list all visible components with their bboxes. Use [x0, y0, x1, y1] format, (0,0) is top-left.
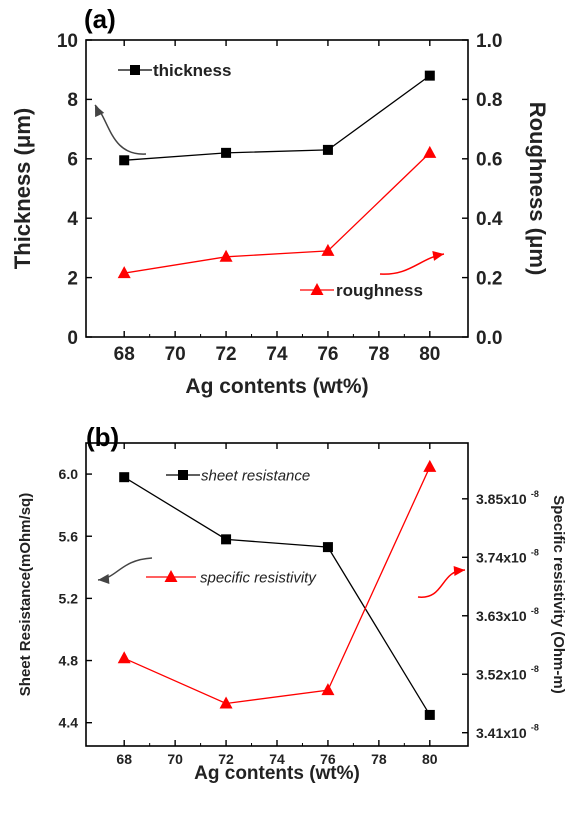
- legend-label: thickness: [153, 61, 231, 80]
- y-right-tick-label: 0.4: [476, 209, 503, 230]
- data-point-thickness: [119, 155, 130, 166]
- legend-label: specific resistivity: [200, 569, 317, 586]
- series-line-thickness: [124, 75, 431, 161]
- axis-pointer-arrowhead: [98, 574, 110, 585]
- data-point-specific-resistivity: [321, 683, 335, 696]
- data-point-sheet-resistance: [424, 709, 435, 720]
- x-tick-label: 74: [266, 344, 288, 365]
- legend-label: sheet resistance: [201, 467, 310, 484]
- x-tick-label: 72: [215, 344, 236, 365]
- legend-marker: [130, 65, 140, 75]
- panel-label: (a): [84, 4, 116, 34]
- x-tick-label: 68: [114, 344, 135, 365]
- y-left-tick-label: 4: [67, 209, 78, 230]
- x-tick-label: 78: [368, 344, 389, 365]
- y-left-tick-label: 0: [67, 328, 78, 349]
- y-left-tick-label: 10: [57, 31, 78, 52]
- y-left-tick-label: 4.8: [59, 653, 79, 669]
- y-left-tick-label: 2: [67, 268, 78, 289]
- series-line-sheet-resistance: [123, 476, 431, 716]
- legend-marker: [310, 283, 324, 295]
- y-left-tick-label: 6: [67, 150, 78, 171]
- x-tick-label: 68: [116, 751, 132, 767]
- x-tick-label: 74: [269, 751, 285, 767]
- y-right-axis-label: Roughness (μm): [525, 102, 550, 276]
- y-left-tick-label: 4.4: [59, 715, 79, 731]
- series-line-specific-resistivity: [123, 466, 431, 705]
- y-right-tick-exponent: -8: [531, 489, 539, 499]
- x-axis-label: Ag contents (wt%): [194, 763, 360, 784]
- data-point-specific-resistivity: [117, 651, 131, 664]
- y-right-tick-label: 0.0: [476, 328, 502, 349]
- y-right-tick-label: 3.74x10: [476, 549, 527, 565]
- data-point-specific-resistivity: [219, 696, 233, 709]
- y-right-tick-label: 3.41x10: [476, 725, 527, 741]
- data-point-thickness: [221, 147, 232, 158]
- data-point-thickness: [322, 144, 333, 155]
- y-right-tick-label: 0.6: [476, 150, 502, 171]
- data-point-sheet-resistance: [322, 542, 333, 553]
- y-left-tick-label: 5.2: [59, 590, 79, 606]
- y-left-tick-label: 8: [67, 90, 78, 111]
- y-left-axis-label: Sheet Resistance(mOhm/sq): [17, 493, 34, 696]
- data-point-thickness: [424, 70, 435, 81]
- chart-panel-1: (a)68 70 72 74 76 78 8002468100.00.20.40.60.81…: [10, 4, 550, 398]
- axis-pointer-arrow: [417, 569, 466, 598]
- y-right-tick-label: 0.8: [476, 90, 502, 111]
- axis-pointer-arrowhead: [453, 565, 465, 576]
- series-line-roughness: [124, 152, 431, 274]
- axis-pointer-arrowhead: [95, 105, 105, 118]
- y-left-tick-label: 6.0: [59, 466, 79, 482]
- data-point-sheet-resistance: [119, 472, 130, 483]
- axis-pointer-arrowhead: [432, 250, 444, 261]
- x-tick-label: 76: [320, 751, 336, 767]
- chart-panel-2: (b)68 70 72 74 76 78 804.44.85.25.66.03.41x10-…: [17, 422, 567, 784]
- data-point-specific-resistivity: [423, 459, 437, 472]
- data-point-sheet-resistance: [221, 534, 232, 545]
- y-right-tick-exponent: -8: [531, 664, 539, 674]
- data-point-roughness: [423, 145, 437, 158]
- data-point-roughness: [219, 249, 233, 262]
- data-point-roughness: [321, 243, 335, 256]
- panel-label: (b): [86, 422, 119, 452]
- legend-marker: [178, 470, 188, 480]
- y-right-tick-label: 3.63x10: [476, 608, 527, 624]
- y-right-tick-exponent: -8: [531, 606, 539, 616]
- x-tick-label: 72: [218, 751, 234, 767]
- y-right-tick-label: 3.52x10: [476, 666, 527, 682]
- x-tick-label: 78: [371, 751, 387, 767]
- y-right-tick-exponent: -8: [531, 723, 539, 733]
- y-right-tick-label: 3.85x10: [476, 491, 527, 507]
- legend-label: roughness: [336, 281, 423, 300]
- y-left-tick-label: 5.6: [59, 528, 79, 544]
- x-tick-label: 80: [422, 751, 438, 767]
- legend-marker: [164, 570, 178, 582]
- y-right-tick-label: 0.2: [476, 268, 502, 289]
- y-left-axis-label: Thickness (μm): [10, 108, 35, 269]
- x-axis-label: Ag contents (wt%): [185, 375, 368, 398]
- y-right-tick-label: 1.0: [476, 31, 502, 52]
- x-tick-label: 70: [167, 751, 183, 767]
- y-right-tick-exponent: -8: [531, 547, 539, 557]
- x-tick-label: 76: [317, 344, 338, 365]
- data-point-roughness: [117, 266, 131, 279]
- y-right-axis-label: Specific resistivity (Ohm-m): [550, 495, 567, 693]
- x-tick-label: 80: [419, 344, 440, 365]
- x-tick-label: 70: [165, 344, 186, 365]
